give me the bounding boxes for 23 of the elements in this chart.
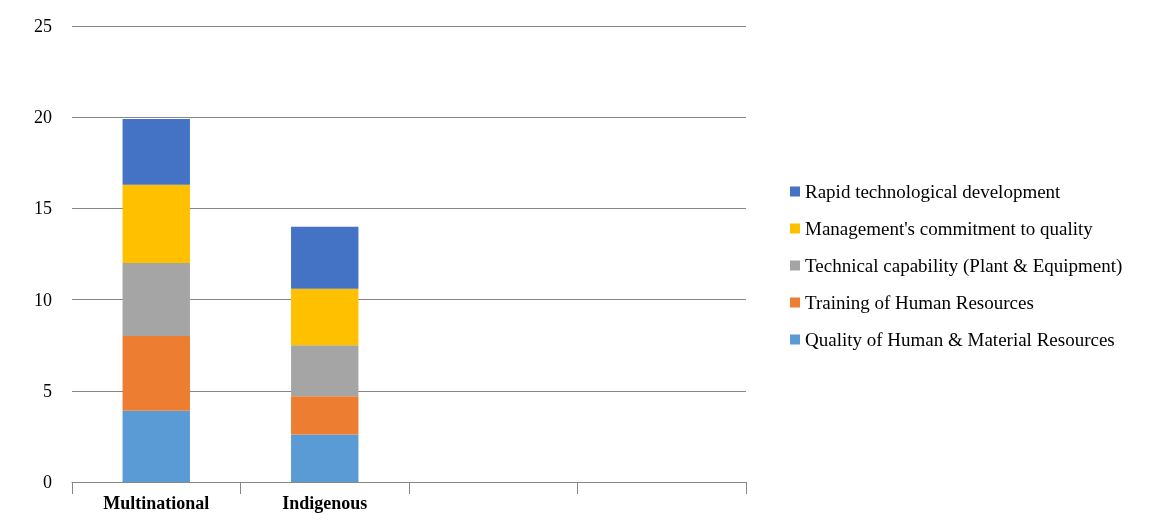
bar xyxy=(291,226,359,289)
y-tick-label: 25 xyxy=(34,16,52,36)
y-tick-label: 0 xyxy=(43,472,52,492)
legend-label: Quality of Human & Material Resources xyxy=(805,329,1115,350)
bar xyxy=(122,410,190,482)
y-tick-label: 10 xyxy=(34,289,52,310)
legend-label: Training of Human Resources xyxy=(805,292,1034,313)
y-tick-label: 15 xyxy=(34,198,52,219)
x-tick-label: Multinational xyxy=(103,493,210,513)
y-tick-label: 5 xyxy=(43,380,52,401)
bar xyxy=(291,396,359,435)
legend-label: Rapid technological development xyxy=(805,181,1062,202)
bar xyxy=(291,288,359,346)
bar xyxy=(122,119,190,185)
x-tick-label: Indigenous xyxy=(282,493,368,513)
bar xyxy=(122,336,190,411)
legend-label: Technical capability (Plant & Equipment) xyxy=(805,255,1123,277)
legend-label: Management's commitment to quality xyxy=(805,218,1094,239)
y-tick-label: 20 xyxy=(34,107,52,128)
bar xyxy=(291,345,359,397)
bar xyxy=(291,434,359,482)
bar xyxy=(122,263,190,337)
bar xyxy=(122,184,190,264)
